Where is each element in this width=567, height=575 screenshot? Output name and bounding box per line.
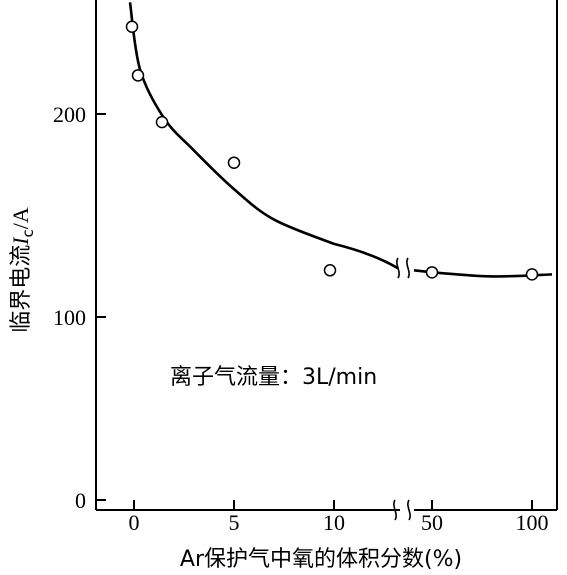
data-point-4 <box>323 264 337 277</box>
x-tick-label-50: 50 <box>421 510 443 535</box>
data-point-2 <box>155 115 169 129</box>
data-point-0 <box>125 20 139 33</box>
data-point-3 <box>227 156 241 169</box>
fit-curve-segment-left <box>128 2 399 270</box>
axis-break-mark-3 <box>406 257 410 279</box>
axis-break-mark-0 <box>393 499 397 521</box>
axis-break-mark-1 <box>407 499 411 521</box>
fit-curve-layer <box>128 2 553 278</box>
y-axis-title-unit: /A <box>8 207 33 229</box>
y-axis-title-subscript: c <box>19 229 37 237</box>
y-tick-label-200: 200 <box>53 102 86 127</box>
y-tick-label-0: 0 <box>75 488 86 513</box>
y-axis-title: 临界电流Ic/A <box>8 207 37 333</box>
y-tick-label-100: 100 <box>53 305 86 330</box>
annotation-text: 离子气流量：3L/min <box>170 365 377 390</box>
x-tick-label-0: 0 <box>129 510 140 535</box>
y-axis-title-symbol: I <box>8 236 33 246</box>
data-point-1 <box>131 69 145 82</box>
x-axis-title: Ar保护气中氧的体积分数(%) <box>180 547 462 572</box>
data-points-layer <box>125 20 539 281</box>
x-tick-label-5: 5 <box>229 510 240 535</box>
x-tick-label-100: 100 <box>516 510 549 535</box>
ticks: 0 100 200 0 5 10 50 100 <box>53 102 549 535</box>
axes <box>95 0 558 511</box>
x-tick-label-10: 10 <box>323 510 345 535</box>
y-axis-title-prefix: 临界电流 <box>9 245 34 333</box>
data-point-5 <box>425 266 439 279</box>
data-point-6 <box>525 268 539 281</box>
